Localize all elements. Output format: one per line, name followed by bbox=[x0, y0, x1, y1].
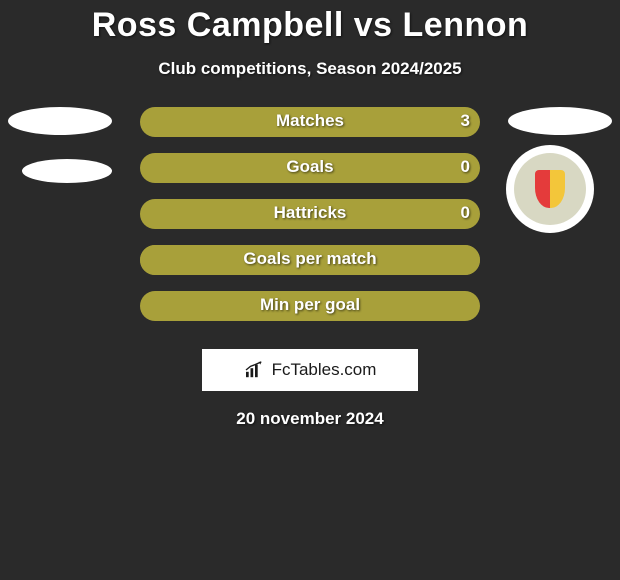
stat-bar-fill bbox=[140, 199, 480, 229]
stat-bar-fill bbox=[140, 153, 480, 183]
stat-bar: Min per goal bbox=[140, 291, 480, 321]
stat-bar: Matches 3 bbox=[140, 107, 480, 137]
stat-row: Goals per match bbox=[0, 245, 620, 291]
stat-bar-fill bbox=[140, 291, 480, 321]
stats-section: Matches 3 Goals 0 Hattricks bbox=[0, 107, 620, 337]
stat-bar-fill bbox=[140, 245, 480, 275]
stat-bar: Goals per match bbox=[140, 245, 480, 275]
player-avatar-left bbox=[22, 159, 112, 183]
brand-text: FcTables.com bbox=[272, 360, 377, 380]
stat-bar: Goals 0 bbox=[140, 153, 480, 183]
stat-row: Matches 3 bbox=[0, 107, 620, 153]
subtitle: Club competitions, Season 2024/2025 bbox=[0, 45, 620, 79]
comparison-card: Ross Campbell vs Lennon Club competition… bbox=[0, 0, 620, 580]
bar-chart-icon bbox=[244, 361, 266, 379]
stat-bar-fill bbox=[140, 107, 480, 137]
date-text: 20 november 2024 bbox=[0, 409, 620, 429]
stat-row: Hattricks 0 bbox=[0, 199, 620, 245]
stat-row: Min per goal bbox=[0, 291, 620, 337]
stat-bar: Hattricks 0 bbox=[140, 199, 480, 229]
stat-row: Goals 0 bbox=[0, 153, 620, 199]
page-title: Ross Campbell vs Lennon bbox=[0, 0, 620, 45]
player-avatar-left bbox=[8, 107, 112, 135]
brand-logo-box: FcTables.com bbox=[202, 349, 418, 391]
player-avatar-right bbox=[508, 107, 612, 135]
